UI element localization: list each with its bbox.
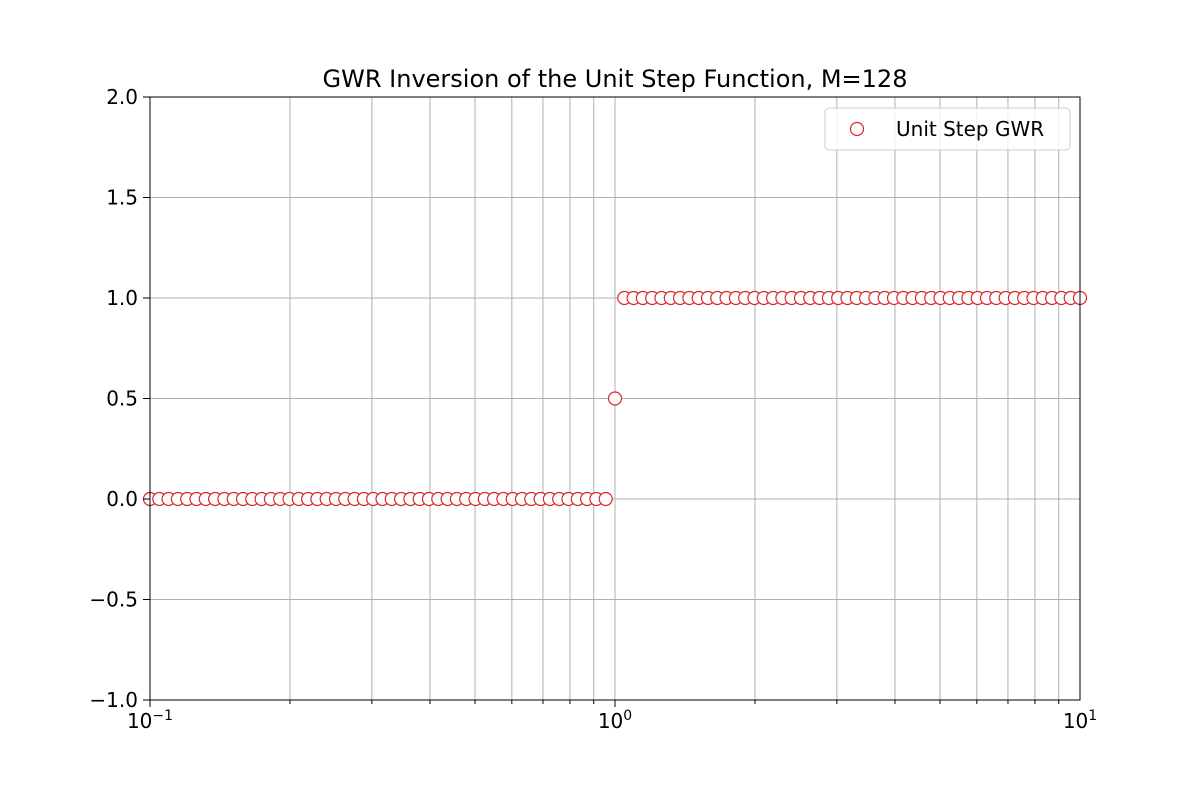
legend-marker <box>849 121 865 137</box>
x-tick-label: 10−1 <box>127 708 173 733</box>
y-tick-label: −1.0 <box>89 688 138 712</box>
y-tick-label: 0.0 <box>106 487 138 511</box>
x-tick-label: 100 <box>598 708 632 733</box>
legend-box <box>824 107 1071 151</box>
legend-label: Unit Step GWR <box>896 117 1044 141</box>
y-tick-label: 2.0 <box>106 85 138 109</box>
data-points <box>142 290 1088 507</box>
data-point <box>598 491 613 507</box>
ticks: −1.0 −0.5 0.0 0.5 1.0 1.5 2.0 10−1 100 101 <box>89 85 1097 733</box>
x-tick-label: 101 <box>1063 708 1097 733</box>
y-tick-label: −0.5 <box>89 588 138 612</box>
y-tick-label: 1.5 <box>106 186 138 210</box>
y-tick-label: 1.0 <box>106 286 138 310</box>
legend: Unit Step GWR <box>824 107 1071 151</box>
y-tick-label: 0.5 <box>106 387 138 411</box>
chart-title: GWR Inversion of the Unit Step Function,… <box>323 65 908 93</box>
data-point <box>607 391 623 406</box>
